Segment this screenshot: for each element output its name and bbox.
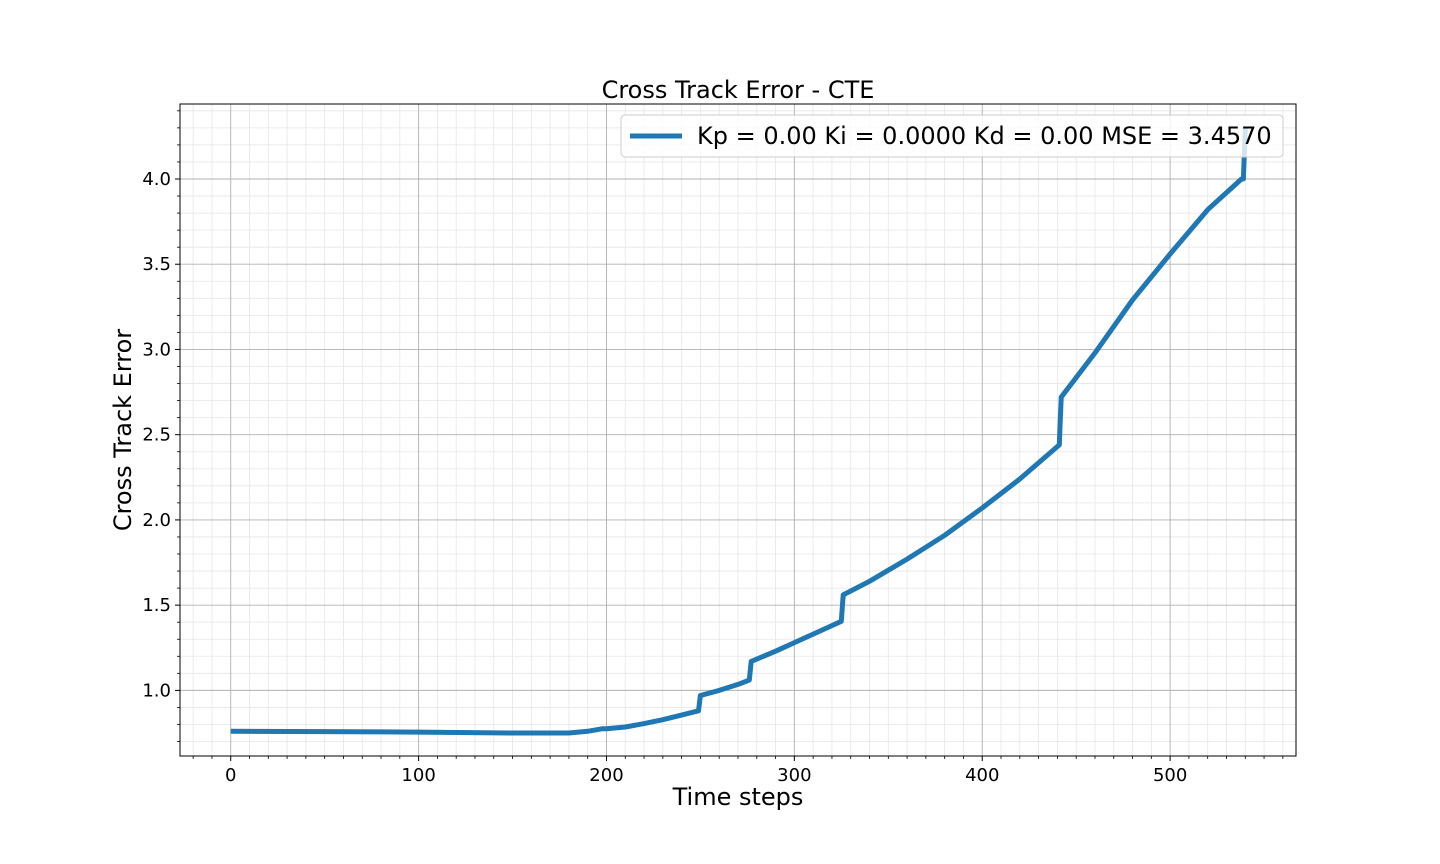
series-line: [230, 127, 1248, 736]
tick-labels: 0 100 200 300 400 500 1.0 1.5 2.0 2.5 3.0 3.5 4.0: [142, 169, 1187, 786]
legend-label: Kp = 0.00 Ki = 0.0000 Kd = 0.00 MSE = 3.…: [697, 122, 1272, 150]
x-axis-label: Time steps: [672, 783, 804, 811]
x-tick-label: 100: [401, 765, 435, 786]
y-tick-label: 3.5: [142, 254, 171, 275]
x-tick-label: 200: [589, 765, 623, 786]
chart-title: Cross Track Error - CTE: [602, 76, 875, 104]
x-tick-label: 500: [1153, 765, 1187, 786]
minor-grid: [180, 104, 1296, 756]
y-axis-label: Cross Track Error: [109, 329, 137, 531]
y-tick-label: 2.5: [142, 425, 171, 446]
series-layer: [230, 127, 1248, 736]
x-tick-label: 0: [225, 765, 236, 786]
x-tick-label: 400: [965, 765, 999, 786]
legend-box: [620, 114, 1284, 158]
y-tick-label: 2.0: [142, 510, 171, 531]
major-grid: [180, 104, 1296, 756]
y-tick-label: 1.5: [142, 595, 171, 616]
ticks: [175, 110, 1284, 761]
legend: Kp = 0.00 Ki = 0.0000 Kd = 0.00 MSE = 3.…: [620, 114, 1284, 158]
y-tick-label: 4.0: [142, 169, 171, 190]
y-tick-label: 1.0: [142, 680, 171, 701]
x-tick-label: 300: [777, 765, 811, 786]
y-tick-label: 3.0: [142, 339, 171, 360]
